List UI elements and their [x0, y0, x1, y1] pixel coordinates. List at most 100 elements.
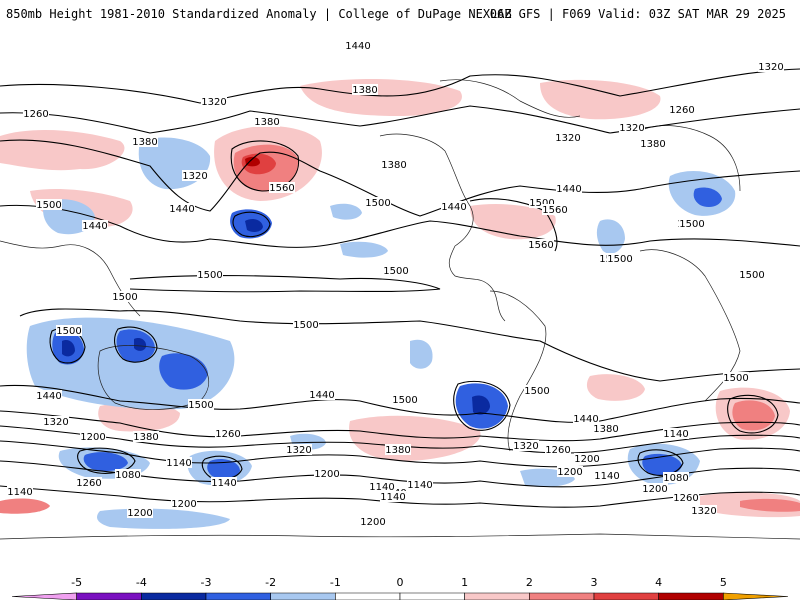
contour-label-background [663, 428, 689, 439]
contour-label: 1260 [23, 109, 48, 120]
contour-label-background [392, 394, 418, 405]
colorbar-tick-label: 5 [720, 576, 727, 589]
anomaly-strong-south-indian [732, 400, 775, 431]
contour-label: 1380 [640, 139, 665, 150]
contour-label-background [365, 197, 391, 208]
contour-label-background [211, 477, 237, 488]
contour-label-background [43, 416, 69, 427]
contour-label-background [673, 492, 699, 503]
anomaly-negative-south-america [410, 339, 433, 369]
colorbar-segment [205, 592, 271, 600]
contour-label: 1200 [642, 484, 667, 495]
contour-label: 1140 [7, 487, 32, 498]
contour-label: 1200 [557, 467, 582, 478]
contour-label-background [381, 159, 407, 170]
contour-1500-north [0, 204, 800, 248]
contour-label: 1140 [663, 429, 688, 440]
colorbar-tick-label: 1 [461, 576, 468, 589]
contour-label-background [663, 472, 689, 483]
contour-label: 1140 [369, 482, 394, 493]
contour-label-background [82, 220, 108, 231]
contour-label-background [127, 507, 153, 518]
coast-antarctica [0, 533, 800, 540]
anomaly-max-north-pacific [245, 156, 260, 167]
contour-1320-south [0, 425, 800, 454]
contour-label-background [556, 183, 582, 194]
contour-label: 1200 [127, 508, 152, 519]
contour-label: 1560 [542, 205, 567, 216]
contour-label: 1440 [556, 184, 581, 195]
anomaly-strong-antarctic-east [740, 498, 800, 512]
contour-label-background [360, 516, 386, 527]
contour-label-background [407, 479, 433, 490]
colorbar-segment [658, 592, 724, 600]
contour-label: 1440 [36, 391, 61, 402]
contour-1500-south-pacific [453, 380, 511, 431]
contour-label-background [691, 505, 717, 516]
contour-label-background [197, 269, 223, 280]
contour-label-background [441, 201, 467, 212]
contour-label-background [545, 444, 571, 455]
contour-label: 1320 [513, 441, 538, 452]
contour-label-background [166, 457, 192, 468]
contour-label: 1500 [529, 198, 554, 209]
contour-label-background [607, 253, 633, 264]
anomaly-map: 1440 1380 1320 1320 1260 1380 1320 1380 1560 1380… [0, 41, 800, 556]
contour-label-background [76, 477, 102, 488]
contour-label: 1140 [380, 492, 405, 503]
coast-south-america [489, 290, 547, 452]
contour-label: 1080 [663, 473, 688, 484]
contour-label: 1320 [201, 97, 226, 108]
contour-label-background [36, 199, 62, 210]
contour-label: 1320 [619, 123, 644, 134]
contour-label: 1200 [360, 517, 385, 528]
contour-label-background [115, 469, 141, 480]
contour-1500-australia-c [114, 326, 158, 363]
contour-label: 1320 [555, 133, 580, 144]
anomaly-strong-antarctic-east [642, 453, 682, 476]
contour-label: 1200 [574, 454, 599, 465]
contour-label-background [293, 319, 319, 330]
anomaly-negative-tropical-pacific [340, 241, 388, 258]
contour-label-background [215, 428, 241, 439]
anomaly-positive-north-atlantic [540, 79, 661, 120]
contour-label-background [593, 423, 619, 434]
contour-label-background [524, 385, 550, 396]
contour-label-background [594, 470, 620, 481]
contour-1320-north [0, 68, 800, 104]
anomaly-positive-south-pacific [349, 415, 481, 461]
coast-north-america [379, 133, 506, 322]
contour-label-background [133, 431, 159, 442]
contour-label: 1200 [80, 432, 105, 443]
contour-label: 1380 [132, 137, 157, 148]
anomaly-strong-antarctic-central [207, 459, 240, 479]
colorbar-tick-label: -1 [330, 576, 341, 589]
contour-label-background [188, 399, 214, 410]
contour-label: 1500 [365, 198, 390, 209]
contour-label: 1380 [593, 424, 618, 435]
anomaly-core-australia-central [134, 337, 147, 351]
contour-label: 1140 [407, 480, 432, 491]
contour-label: 1500 [36, 200, 61, 211]
contour-label: 1500 [112, 292, 137, 303]
contour-1380-south [0, 410, 800, 442]
colorbar-segment [270, 592, 336, 600]
colorbar-segment [11, 592, 77, 600]
header: 850mb Height 1981-2010 Standardized Anom… [0, 0, 800, 30]
contour-label: 1500 [56, 326, 81, 337]
contour-label-background [557, 466, 583, 477]
contour-label-background [758, 61, 784, 72]
colorbar-tick-label: 4 [655, 576, 662, 589]
contour-label: 1200 [171, 499, 196, 510]
contour-label-background [352, 84, 378, 95]
contour-1500-south [19, 308, 800, 382]
page-title: 850mb Height 1981-2010 Standardized Anom… [6, 7, 512, 21]
contour-label-background [112, 291, 138, 302]
contour-label: 1260 [669, 105, 694, 116]
contour-label: 1560 [269, 183, 294, 194]
colorbar-segment [335, 592, 401, 600]
contour-label: 1440 [169, 204, 194, 215]
contour-label: 1380 [133, 432, 158, 443]
contour-label-background [380, 491, 406, 502]
contour-label-background [182, 170, 208, 181]
